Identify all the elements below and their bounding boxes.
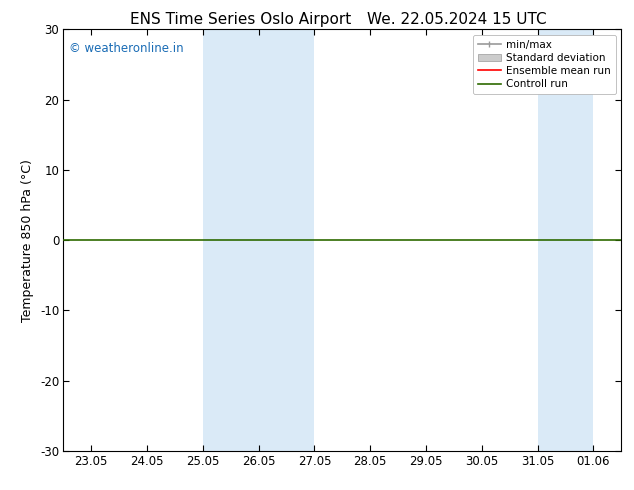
Text: We. 22.05.2024 15 UTC: We. 22.05.2024 15 UTC xyxy=(366,12,547,27)
Y-axis label: Temperature 850 hPa (°C): Temperature 850 hPa (°C) xyxy=(22,159,34,321)
Text: ENS Time Series Oslo Airport: ENS Time Series Oslo Airport xyxy=(131,12,351,27)
Text: © weatheronline.in: © weatheronline.in xyxy=(69,42,184,55)
Bar xyxy=(203,29,314,451)
Legend: min/max, Standard deviation, Ensemble mean run, Controll run: min/max, Standard deviation, Ensemble me… xyxy=(473,35,616,95)
Bar xyxy=(538,29,593,451)
